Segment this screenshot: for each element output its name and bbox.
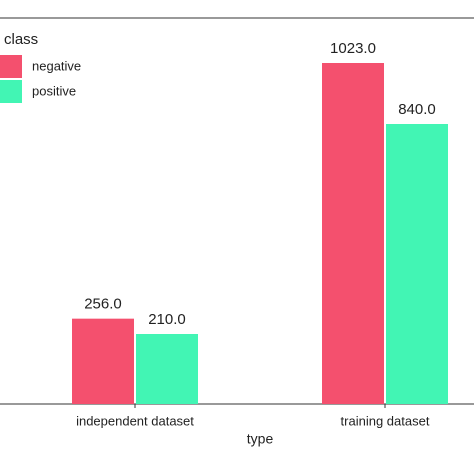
- bar: [322, 63, 384, 404]
- x-tick-label: training dataset: [341, 413, 430, 428]
- legend-key: [0, 80, 22, 103]
- x-tick-label: independent dataset: [76, 413, 194, 428]
- x-axis-title: type: [247, 431, 274, 447]
- value-label: 210.0: [148, 311, 186, 328]
- value-label: 1023.0: [330, 40, 376, 57]
- bar: [72, 318, 134, 404]
- legend-key: [0, 55, 22, 78]
- bar: [386, 124, 448, 404]
- value-label: 840.0: [398, 101, 436, 118]
- legend-label: negative: [32, 58, 81, 73]
- legend-label: positive: [32, 83, 76, 98]
- bar: [136, 334, 198, 404]
- value-label: 256.0: [84, 296, 122, 313]
- legend-title: class: [4, 31, 38, 48]
